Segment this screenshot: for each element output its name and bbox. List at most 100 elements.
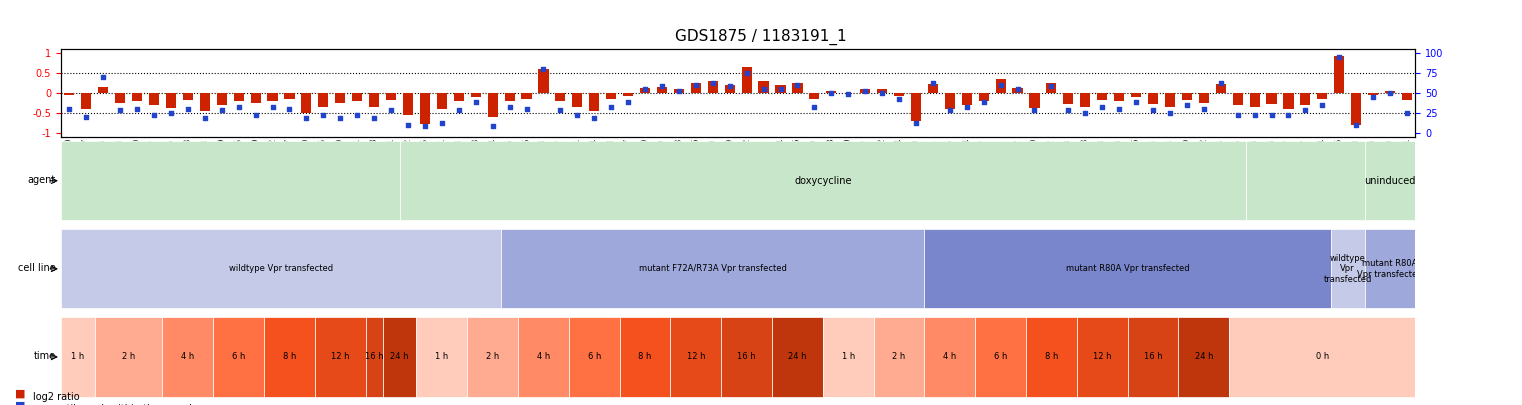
Text: 4 h: 4 h — [181, 352, 195, 361]
Text: 8 h: 8 h — [1044, 352, 1058, 361]
FancyBboxPatch shape — [1330, 229, 1365, 309]
Bar — [589, 93, 600, 111]
Point — [1259, 112, 1283, 118]
Point — [412, 123, 437, 130]
Text: 6 h: 6 h — [587, 352, 601, 361]
Text: 2 h: 2 h — [486, 352, 499, 361]
FancyBboxPatch shape — [61, 317, 94, 396]
Point — [531, 65, 556, 72]
Point — [310, 112, 335, 118]
Point — [1242, 112, 1266, 118]
Bar — [928, 84, 938, 93]
Text: 16 h: 16 h — [737, 352, 756, 361]
Bar — [691, 83, 702, 93]
Point — [294, 115, 318, 122]
Bar — [335, 93, 345, 102]
Point — [108, 107, 132, 113]
Point — [819, 90, 843, 96]
Bar — [1317, 93, 1327, 99]
Text: 2 h: 2 h — [892, 352, 906, 361]
Point — [227, 104, 251, 110]
Bar — [1114, 93, 1125, 101]
Bar — [622, 93, 633, 96]
Text: 12 h: 12 h — [330, 352, 350, 361]
Point — [1344, 122, 1368, 128]
Bar — [268, 93, 277, 101]
Point — [396, 122, 420, 128]
Point — [1023, 107, 1047, 113]
Bar — [437, 93, 447, 109]
Text: wildtype Vpr transfected: wildtype Vpr transfected — [228, 264, 333, 273]
Bar — [758, 81, 769, 93]
FancyBboxPatch shape — [1026, 317, 1078, 396]
Bar — [1046, 83, 1056, 93]
Point — [548, 107, 572, 113]
Bar — [285, 93, 295, 99]
Point — [362, 115, 387, 122]
Text: doxycycline: doxycycline — [794, 176, 852, 186]
Point — [1294, 107, 1318, 113]
Bar — [1216, 84, 1225, 93]
Bar — [149, 93, 160, 104]
Text: 1 h: 1 h — [435, 352, 449, 361]
Point — [446, 107, 470, 113]
Text: uninduced: uninduced — [1364, 176, 1415, 186]
FancyBboxPatch shape — [772, 317, 823, 396]
FancyBboxPatch shape — [417, 317, 467, 396]
Bar — [741, 66, 752, 93]
Point — [1090, 104, 1114, 110]
Text: mutant R80A
Vpr transfected: mutant R80A Vpr transfected — [1358, 259, 1423, 279]
Bar — [1181, 93, 1192, 100]
Text: 0 h: 0 h — [1315, 352, 1329, 361]
Point — [1208, 80, 1233, 86]
Text: ■: ■ — [15, 389, 26, 399]
Bar — [658, 87, 667, 93]
Text: 6 h: 6 h — [994, 352, 1008, 361]
Bar — [724, 85, 735, 93]
Bar — [962, 93, 973, 104]
Text: time: time — [33, 351, 56, 361]
Bar — [708, 81, 718, 93]
Bar — [826, 91, 837, 93]
Text: 6 h: 6 h — [231, 352, 245, 361]
Point — [1040, 83, 1064, 90]
Bar — [132, 93, 142, 101]
Point — [1158, 109, 1183, 116]
Bar — [81, 93, 91, 109]
Bar — [251, 93, 260, 102]
Point — [1006, 85, 1030, 92]
Point — [1277, 112, 1301, 118]
Point — [277, 105, 301, 112]
Point — [971, 99, 995, 105]
Point — [260, 104, 285, 110]
Point — [1310, 101, 1335, 108]
Point — [379, 107, 403, 113]
Bar — [166, 93, 177, 108]
Bar — [116, 93, 125, 102]
Bar — [352, 93, 362, 101]
FancyBboxPatch shape — [213, 317, 265, 396]
Point — [1106, 105, 1131, 112]
Text: 24 h: 24 h — [1195, 352, 1213, 361]
Text: mutant F72A/R73A Vpr transfected: mutant F72A/R73A Vpr transfected — [639, 264, 787, 273]
FancyBboxPatch shape — [315, 317, 365, 396]
Bar — [97, 87, 108, 93]
Bar — [199, 93, 210, 111]
Point — [329, 115, 353, 122]
Bar — [843, 93, 854, 94]
Point — [1142, 107, 1166, 113]
Bar — [945, 93, 954, 109]
Bar — [1283, 93, 1294, 109]
Text: mutant R80A Vpr transfected: mutant R80A Vpr transfected — [1065, 264, 1189, 273]
Bar — [216, 93, 227, 104]
Text: log2 ratio: log2 ratio — [33, 392, 81, 402]
Bar — [1266, 93, 1277, 104]
Bar — [556, 93, 566, 101]
Point — [988, 81, 1012, 88]
Bar — [1352, 93, 1361, 126]
Text: 4 h: 4 h — [944, 352, 956, 361]
Bar — [860, 89, 871, 93]
Bar — [1148, 93, 1158, 104]
Point — [464, 99, 489, 105]
Text: percentile rank within the sample: percentile rank within the sample — [33, 404, 198, 405]
